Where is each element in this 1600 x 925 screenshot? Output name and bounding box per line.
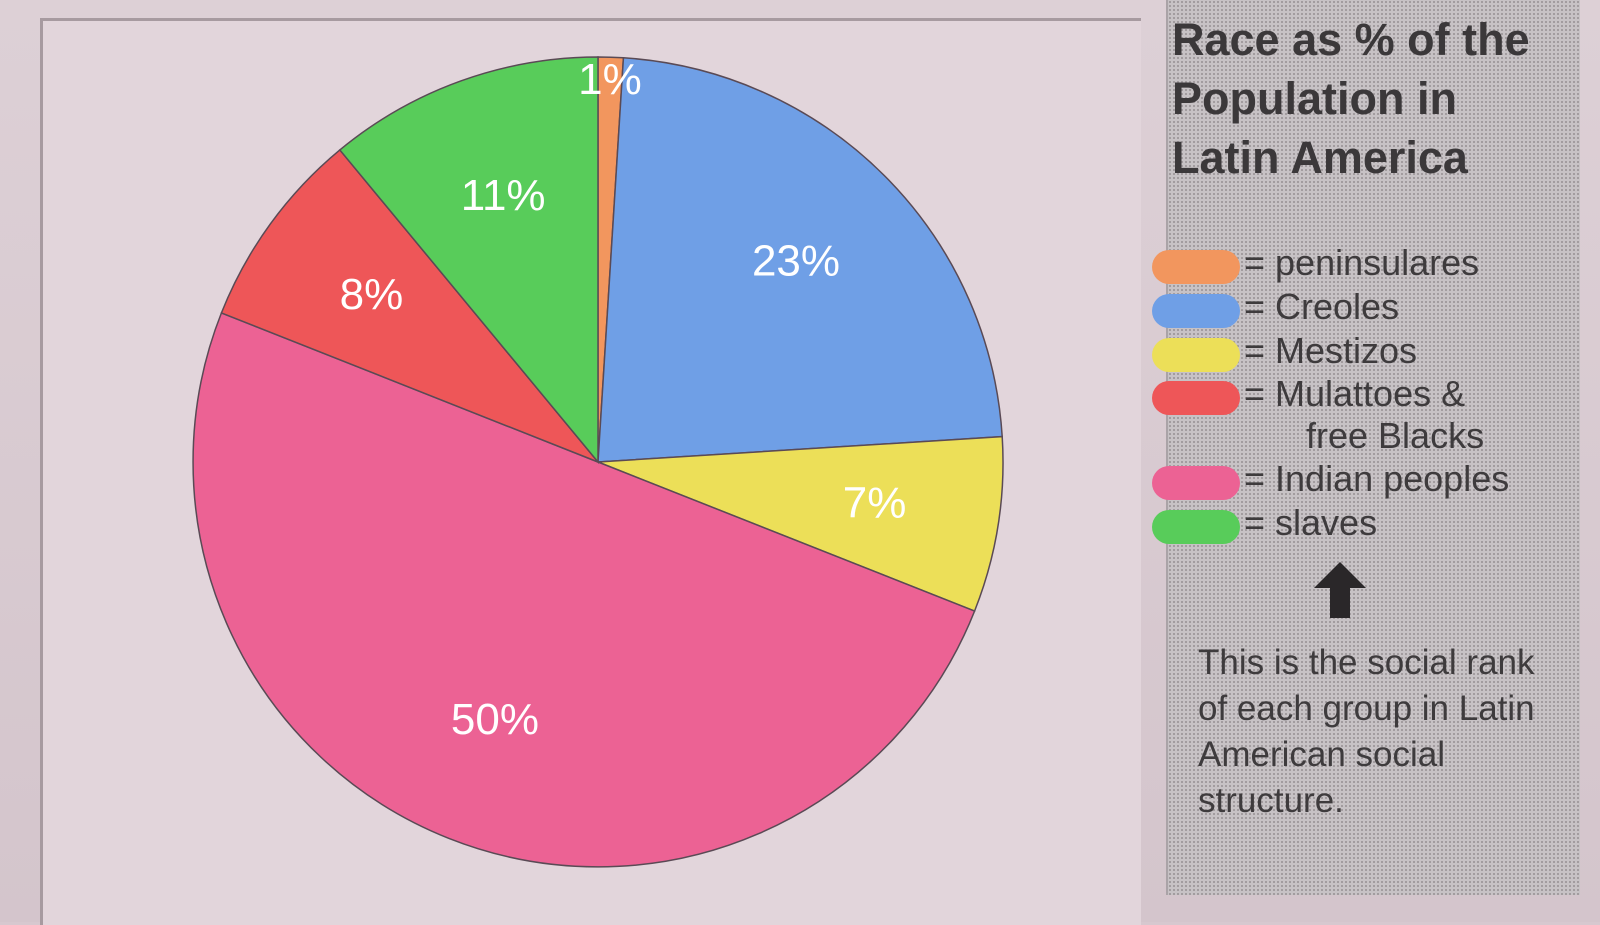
social-rank-note: This is the social rank of each group in… xyxy=(1198,643,1535,820)
pie-slice-creoles xyxy=(597,57,1003,463)
legend-swatch xyxy=(1152,250,1240,284)
pie-slice-slaves xyxy=(338,56,599,465)
legend-label: = Indian peoples xyxy=(1244,458,1510,499)
legend-title: Race as % of the Population in Latin Ame… xyxy=(1172,14,1530,183)
legend-panel xyxy=(1166,0,1580,895)
slice-label: 1% xyxy=(578,55,642,104)
arrow-up-icon xyxy=(1314,562,1366,618)
pie-slice-indian-peoples xyxy=(192,311,976,868)
legend-label: = Mestizos xyxy=(1244,330,1418,371)
legend-item-creoles: = Creoles xyxy=(1152,286,1572,332)
legend-label: = peninsulares xyxy=(1244,242,1480,283)
legend-swatch xyxy=(1152,338,1240,372)
legend-label: = Creoles xyxy=(1244,286,1400,327)
legend-item-mestizos: = Mestizos xyxy=(1152,330,1572,376)
legend-label: = slaves xyxy=(1244,502,1378,543)
legend-swatch xyxy=(1152,466,1240,500)
legend-item-mulattoes: = Mulattoes & xyxy=(1152,373,1572,419)
legend-label-continuation: free Blacks xyxy=(1306,415,1485,456)
pie-slice-mestizos xyxy=(597,435,1004,613)
slice-label: 23% xyxy=(752,237,840,286)
slice-label: 50% xyxy=(451,695,539,744)
legend-label: = Mulattoes & xyxy=(1244,373,1466,414)
legend-item-slaves: = slaves xyxy=(1152,502,1572,548)
legend-item-peninsulares: = peninsulares xyxy=(1152,242,1572,288)
legend-swatch xyxy=(1152,381,1240,415)
pie-slice-mulattoes-free-blacks xyxy=(220,148,599,463)
legend-swatch xyxy=(1152,294,1240,328)
slice-label: 8% xyxy=(340,270,404,319)
legend-swatch xyxy=(1152,510,1240,544)
legend-item-indian-peoples: = Indian peoples xyxy=(1152,458,1572,504)
slice-label: 7% xyxy=(843,478,907,527)
slice-label: 11% xyxy=(461,171,546,220)
